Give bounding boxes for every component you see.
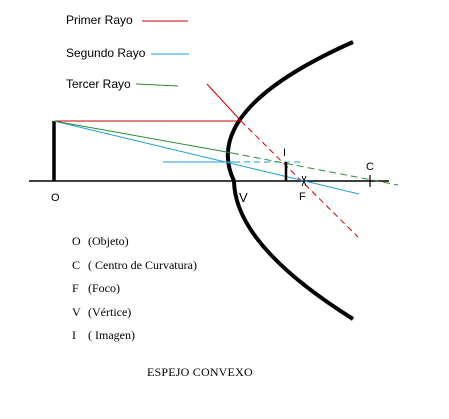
glossary-symbol: I: [72, 328, 76, 342]
legend-ray3-label: Tercer Rayo: [66, 77, 131, 91]
label-vertex: V: [239, 190, 248, 205]
glossary-symbol: O: [72, 234, 81, 248]
ray3-virtual-extension: [231, 152, 399, 186]
glossary-text: (Foco): [88, 281, 120, 295]
glossary-text: (Objeto): [88, 234, 129, 248]
glossary-item-vertex: V (Vértice): [72, 305, 131, 320]
convex-mirror: [225, 40, 355, 321]
glossary-item-center: C ( Centro de Curvatura): [72, 258, 197, 273]
glossary-item-focus: F (Foco): [72, 281, 120, 296]
legend-ray1-label: Primer Rayo: [66, 13, 133, 27]
glossary-text: ( Imagen): [88, 328, 135, 342]
glossary-item-object: O (Objeto): [72, 234, 129, 249]
legend-ray3-line: [135, 83, 179, 87]
label-image: I: [283, 147, 287, 159]
ray1-virtual-extension: [240, 120, 359, 238]
label-object: O: [51, 192, 60, 204]
glossary-symbol: F: [72, 281, 79, 295]
glossary-text: (Vértice): [88, 305, 132, 319]
legend-ray2-label: Segundo Rayo: [66, 46, 146, 60]
ray1-reflected: [206, 83, 242, 122]
focus-tick-2: [301, 175, 307, 187]
label-center: C: [366, 161, 374, 173]
label-focus: F: [299, 191, 306, 203]
ray2-incident: [53, 120, 360, 195]
glossary-item-image: I ( Imagen): [72, 328, 135, 343]
diagram-caption: ESPEJO CONVEXO: [147, 365, 253, 379]
glossary-text: ( Centro de Curvatura): [88, 258, 197, 272]
ray3-incident: [53, 120, 233, 154]
glossary-symbol: V: [72, 305, 81, 319]
glossary-symbol: C: [72, 258, 81, 272]
